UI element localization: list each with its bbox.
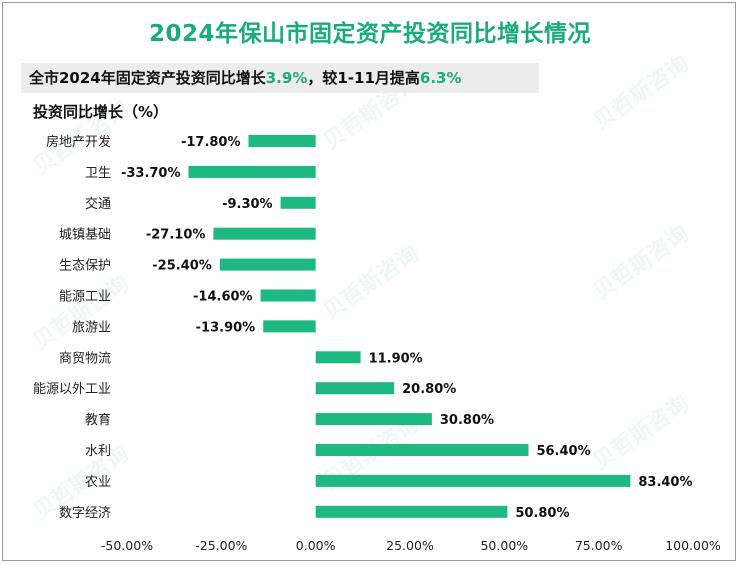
category-label: 教育 — [85, 412, 111, 428]
data-label: 11.90% — [369, 351, 423, 366]
data-label: -33.70% — [121, 166, 181, 181]
watermark-text: 贝哲斯咨询 — [589, 51, 694, 135]
bar — [315, 474, 631, 487]
bar — [315, 444, 529, 456]
watermark-text: 贝哲斯咨询 — [319, 241, 424, 325]
category-label: 数字经济 — [59, 506, 111, 521]
x-tick-label: 0.00% — [296, 538, 336, 553]
bar — [248, 135, 316, 147]
data-label: 20.80% — [402, 382, 456, 397]
category-label: 交通 — [85, 196, 111, 212]
bar — [188, 165, 316, 178]
x-tick-label: 25.00% — [386, 538, 434, 553]
data-label: 50.80% — [515, 506, 569, 521]
bar — [315, 505, 508, 518]
axis-layer: -50.00% -25.00% 0.00% 25.00% 50.00% 75.00% 100… — [101, 538, 721, 553]
summary-banner: 全市2024年固定资产投资同比增长3.9%，较1-11月提高6.3% — [21, 63, 539, 93]
bar — [315, 413, 432, 426]
category-label: 能源工业 — [59, 290, 111, 305]
x-tick-label: 50.00% — [480, 538, 528, 553]
bar — [219, 258, 316, 271]
bar — [315, 382, 395, 395]
data-label: -17.80% — [181, 135, 241, 150]
y-axis-label: 投资同比增长（%） — [33, 103, 169, 121]
data-label: -13.90% — [196, 320, 256, 335]
category-label: 城镇基础 — [59, 228, 111, 243]
summary-increase-value: 6.3% — [419, 69, 462, 87]
data-label: 30.80% — [440, 413, 494, 428]
bar — [260, 289, 316, 302]
data-label: -25.40% — [152, 259, 212, 274]
watermark-text: 贝哲斯咨询 — [589, 391, 694, 475]
category-label: 水利 — [85, 444, 111, 459]
bar — [213, 227, 316, 240]
data-label: 56.40% — [536, 444, 590, 459]
category-label: 房地产开发 — [46, 134, 111, 150]
category-label: 旅游业 — [72, 320, 111, 335]
watermark-text: 贝哲斯咨询 — [589, 221, 694, 305]
category-label: 农业 — [85, 475, 111, 490]
chart-title: 2024年保山市固定资产投资同比增长情况 — [148, 21, 591, 47]
summary-mid: ，较1-11月提高 — [307, 69, 420, 87]
x-tick-label: -25.00% — [195, 538, 247, 553]
data-label: 83.40% — [638, 475, 692, 490]
data-label: -27.10% — [146, 228, 206, 243]
x-tick-label: -50.00% — [101, 538, 153, 553]
data-label: -14.60% — [193, 290, 253, 305]
x-tick-label: 100.00% — [665, 538, 721, 553]
category-label: 能源以外工业 — [33, 382, 111, 397]
bar — [263, 320, 316, 333]
category-label: 卫生 — [85, 166, 111, 181]
watermark-text: 贝哲斯咨询 — [29, 271, 134, 355]
x-tick-label: 75.00% — [575, 538, 623, 553]
summary-prefix: 全市2024年固定资产投资同比增长 — [29, 69, 266, 87]
data-label: -9.30% — [222, 197, 273, 212]
bar — [315, 351, 361, 364]
category-label: 商贸物流 — [59, 351, 111, 366]
summary-growth-value: 3.9% — [265, 69, 308, 87]
bar — [280, 196, 316, 209]
category-label: 生态保护 — [59, 259, 111, 274]
bar-layer: 房地产开发 -17.80% 卫生 -33.70% 交通 -9.30% 城镇基础 -27.10%… — [33, 134, 693, 521]
